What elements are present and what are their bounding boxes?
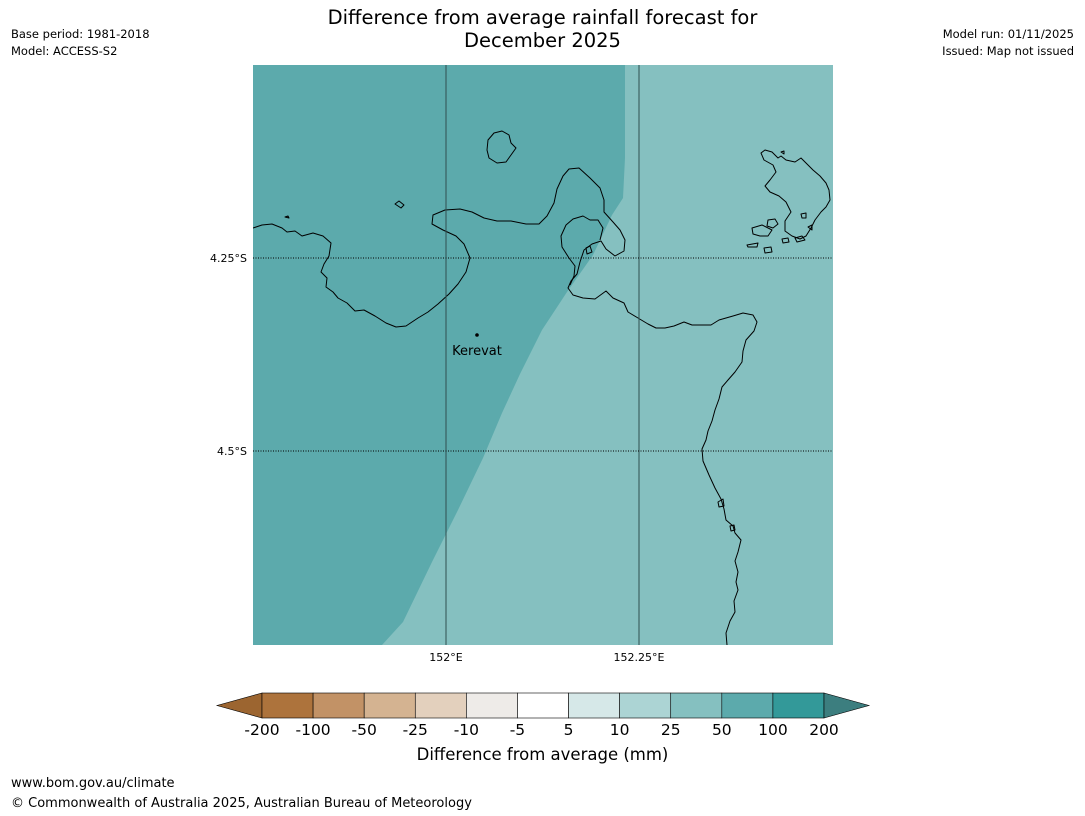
parallels — [253, 257, 833, 452]
colorbar-tick-label: 10 — [610, 721, 630, 739]
colorbar-bin — [670, 692, 723, 719]
meridians — [445, 65, 640, 645]
model-run-text: Model run: 01/11/2025 — [942, 27, 1074, 41]
colorbar-extend-low — [215, 692, 263, 719]
kerevat-marker — [475, 333, 479, 337]
islet-4 — [766, 218, 779, 229]
islet-9 — [763, 246, 773, 254]
map-panel — [253, 65, 833, 645]
colorbar-tick-label: 100 — [758, 721, 788, 739]
footer-copyright: © Commonwealth of Australia 2025, Austra… — [11, 796, 472, 811]
metadata-right: Model run: 01/11/2025 Issued: Map not is… — [942, 26, 1074, 60]
colorbar-title: Difference from average (mm) — [416, 745, 669, 764]
coastline — [253, 130, 831, 645]
islet-2 — [284, 215, 290, 219]
coastline-west-bay — [253, 167, 758, 645]
colorbar-bin — [312, 692, 365, 719]
islet-7 — [781, 237, 790, 244]
islet-13 — [717, 498, 725, 508]
title-line-2: December 2025 — [464, 29, 621, 52]
islet-1 — [394, 200, 405, 209]
colorbar-tick-label: 200 — [809, 721, 839, 739]
colorbar-tick-label: -5 — [510, 721, 525, 739]
colorbar-tick-label: -10 — [454, 721, 479, 739]
colorbar — [215, 692, 871, 719]
lon-label-152-25: 152.25°E — [614, 651, 665, 664]
lon-label-152: 152°E — [429, 651, 462, 664]
islet-6 — [746, 242, 759, 248]
colorbar-tick-label: 5 — [564, 721, 574, 739]
islet-10 — [800, 212, 807, 219]
colorbar-bin — [363, 692, 416, 719]
colorbar-tick-label: 25 — [661, 721, 681, 739]
colorbar-tick-label: -100 — [295, 721, 330, 739]
lat-label-4-25: 4.25°S — [210, 252, 247, 265]
metadata-left: Base period: 1981-2018 Model: ACCESS-S2 — [11, 26, 150, 60]
issued-text: Issued: Map not issued — [942, 44, 1074, 58]
colorbar-bin — [772, 692, 825, 719]
inner-peninsula — [560, 215, 604, 286]
colorbar-tick-labels: -200 -100 -50 -25 -10 -5 5 10 25 50 100 200 — [244, 721, 838, 739]
colorbar-bin — [517, 692, 569, 719]
islet-11 — [807, 224, 813, 231]
duke-of-york-islands — [760, 149, 831, 240]
footer-url: www.bom.gov.au/climate — [11, 776, 175, 791]
title-line-1: Difference from average rainfall forecas… — [327, 6, 758, 29]
colorbar-bin — [261, 692, 314, 719]
islet-3 — [585, 245, 593, 255]
islet-5 — [751, 224, 773, 237]
footer: www.bom.gov.au/climate © Commonwealth of… — [11, 774, 472, 814]
colorbar-bin — [414, 692, 467, 719]
colorbar-bin — [619, 692, 672, 719]
islet-12 — [780, 150, 785, 155]
islet-14 — [729, 524, 736, 532]
colorbar-tick-label: 50 — [712, 721, 732, 739]
colorbar-tick-label: -25 — [403, 721, 428, 739]
colorbar-tick-label: -50 — [352, 721, 377, 739]
model-text: Model: ACCESS-S2 — [11, 44, 118, 58]
islet-8 — [794, 235, 806, 243]
island-north — [486, 130, 517, 164]
kerevat-label: Kerevat — [452, 344, 502, 359]
rain-anomaly-100-200-region — [253, 65, 625, 645]
colorbar-bin — [466, 692, 518, 719]
colorbar-extend-high — [823, 692, 871, 719]
base-period-text: Base period: 1981-2018 — [11, 27, 150, 41]
lat-label-4-5: 4.5°S — [217, 445, 247, 458]
colorbar-bin — [721, 692, 774, 719]
map-title: Difference from average rainfall forecas… — [0, 6, 1085, 52]
colorbar-bin — [568, 692, 620, 719]
colorbar-tick-label: -200 — [244, 721, 279, 739]
